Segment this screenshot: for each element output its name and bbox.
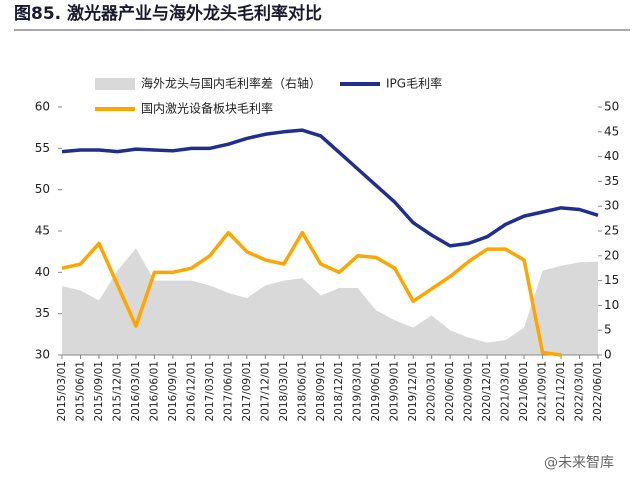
x-tick-label: 2018/03/01 (278, 361, 290, 422)
y2-tick-label: 20 (604, 248, 619, 262)
x-tick-label: 2017/09/01 (241, 361, 253, 422)
y-tick-label: 35 (35, 306, 50, 320)
y2-tick-label: 45 (604, 124, 619, 138)
x-tick-label: 2017/03/01 (204, 361, 216, 422)
x-tick-label: 2019/06/01 (370, 361, 382, 422)
x-tick-label: 2017/12/01 (259, 361, 271, 422)
x-tick-label: 2020/03/01 (426, 361, 438, 422)
y-tick-label: 40 (35, 265, 50, 279)
y2-tick-label: 40 (604, 149, 619, 163)
x-tick-label: 2016/12/01 (185, 361, 197, 422)
x-tick-label: 2020/12/01 (481, 361, 493, 422)
y-tick-label: 50 (35, 182, 50, 196)
legend-label: 国内激光设备板块毛利率 (141, 101, 273, 116)
x-tick-label: 2018/12/01 (333, 361, 345, 422)
legend-label: IPG毛利率 (386, 76, 442, 91)
x-tick-label: 2019/12/01 (407, 361, 419, 422)
y2-tick-label: 25 (604, 224, 619, 238)
area (62, 248, 598, 355)
line (61, 128, 599, 248)
watermark: @未来智库 (544, 455, 614, 471)
x-tick-label: 2015/03/01 (56, 361, 68, 422)
x-tick-label: 2019/09/01 (389, 361, 401, 422)
x-tick-label: 2016/03/01 (130, 361, 142, 422)
y-tick-label: 55 (35, 141, 50, 155)
y2-tick-label: 35 (604, 174, 619, 188)
x-tick-label: 2021/06/01 (518, 361, 530, 422)
x-tick-label: 2015/12/01 (111, 361, 123, 422)
y-tick-label: 30 (35, 348, 50, 362)
y2-tick-label: 50 (604, 100, 619, 114)
x-tick-label: 2018/06/01 (296, 361, 308, 422)
x-tick-label: 2021/03/01 (500, 361, 512, 422)
x-tick-label: 2021/12/01 (555, 361, 567, 422)
x-tick-label: 2020/09/01 (463, 361, 475, 422)
x-tick-label: 2018/09/01 (315, 361, 327, 422)
chart-title: 图85. 激光器产业与海外龙头毛利率对比 (14, 3, 322, 24)
x-tick-label: 2015/06/01 (74, 361, 86, 422)
x-tick-label: 2015/09/01 (93, 361, 105, 422)
x-tick-label: 2019/03/01 (352, 361, 364, 422)
y2-tick-label: 5 (604, 323, 612, 337)
x-tick-label: 2021/09/01 (537, 361, 549, 422)
x-tick-label: 2022/03/01 (574, 361, 586, 422)
legend-label: 海外龙头与国内毛利率差（右轴） (141, 76, 321, 91)
y2-tick-label: 30 (604, 199, 619, 213)
x-tick-label: 2017/06/01 (222, 361, 234, 422)
y-tick-label: 45 (35, 224, 50, 238)
y2-tick-label: 15 (604, 273, 619, 287)
x-tick-label: 2022/06/01 (592, 361, 604, 422)
x-tick-label: 2016/09/01 (167, 361, 179, 422)
y2-tick-label: 10 (604, 298, 619, 312)
y-tick-label: 60 (35, 100, 50, 114)
x-tick-label: 2016/06/01 (148, 361, 160, 422)
x-tick-label: 2020/06/01 (444, 361, 456, 422)
y2-tick-label: 0 (604, 348, 612, 362)
line (61, 230, 562, 357)
legend-swatch (95, 78, 135, 90)
